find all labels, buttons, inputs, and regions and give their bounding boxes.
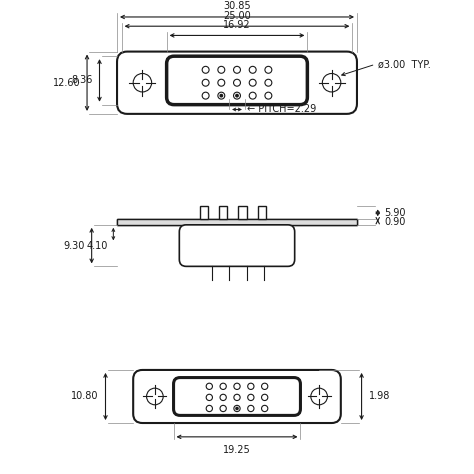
FancyBboxPatch shape [173, 378, 301, 415]
FancyBboxPatch shape [117, 219, 357, 225]
Text: 19.25: 19.25 [223, 445, 251, 455]
Bar [238, 206, 246, 219]
Text: 30.85: 30.85 [223, 1, 251, 11]
Text: 4.10: 4.10 [86, 241, 108, 251]
FancyBboxPatch shape [117, 52, 357, 114]
Bar [117, 219, 357, 225]
Text: 1.98: 1.98 [368, 392, 390, 401]
Bar [219, 206, 228, 219]
Text: 9.30: 9.30 [64, 241, 85, 251]
Text: 25.00: 25.00 [223, 11, 251, 21]
Text: 5.90: 5.90 [384, 208, 406, 218]
Bar [258, 206, 266, 219]
Text: ← PITCH=2.29: ← PITCH=2.29 [247, 104, 317, 115]
FancyBboxPatch shape [133, 370, 341, 423]
Text: 12.60: 12.60 [53, 78, 80, 88]
Text: 8.36: 8.36 [71, 75, 92, 85]
Bar [200, 206, 208, 219]
Circle shape [220, 94, 222, 97]
Circle shape [236, 94, 238, 97]
Text: 10.80: 10.80 [71, 392, 99, 401]
Text: 16.92: 16.92 [223, 20, 251, 30]
Circle shape [236, 407, 238, 410]
FancyBboxPatch shape [167, 56, 307, 105]
Text: 0.90: 0.90 [384, 217, 406, 227]
Text: ø3.00  TYP.: ø3.00 TYP. [378, 59, 430, 69]
FancyBboxPatch shape [179, 225, 295, 266]
